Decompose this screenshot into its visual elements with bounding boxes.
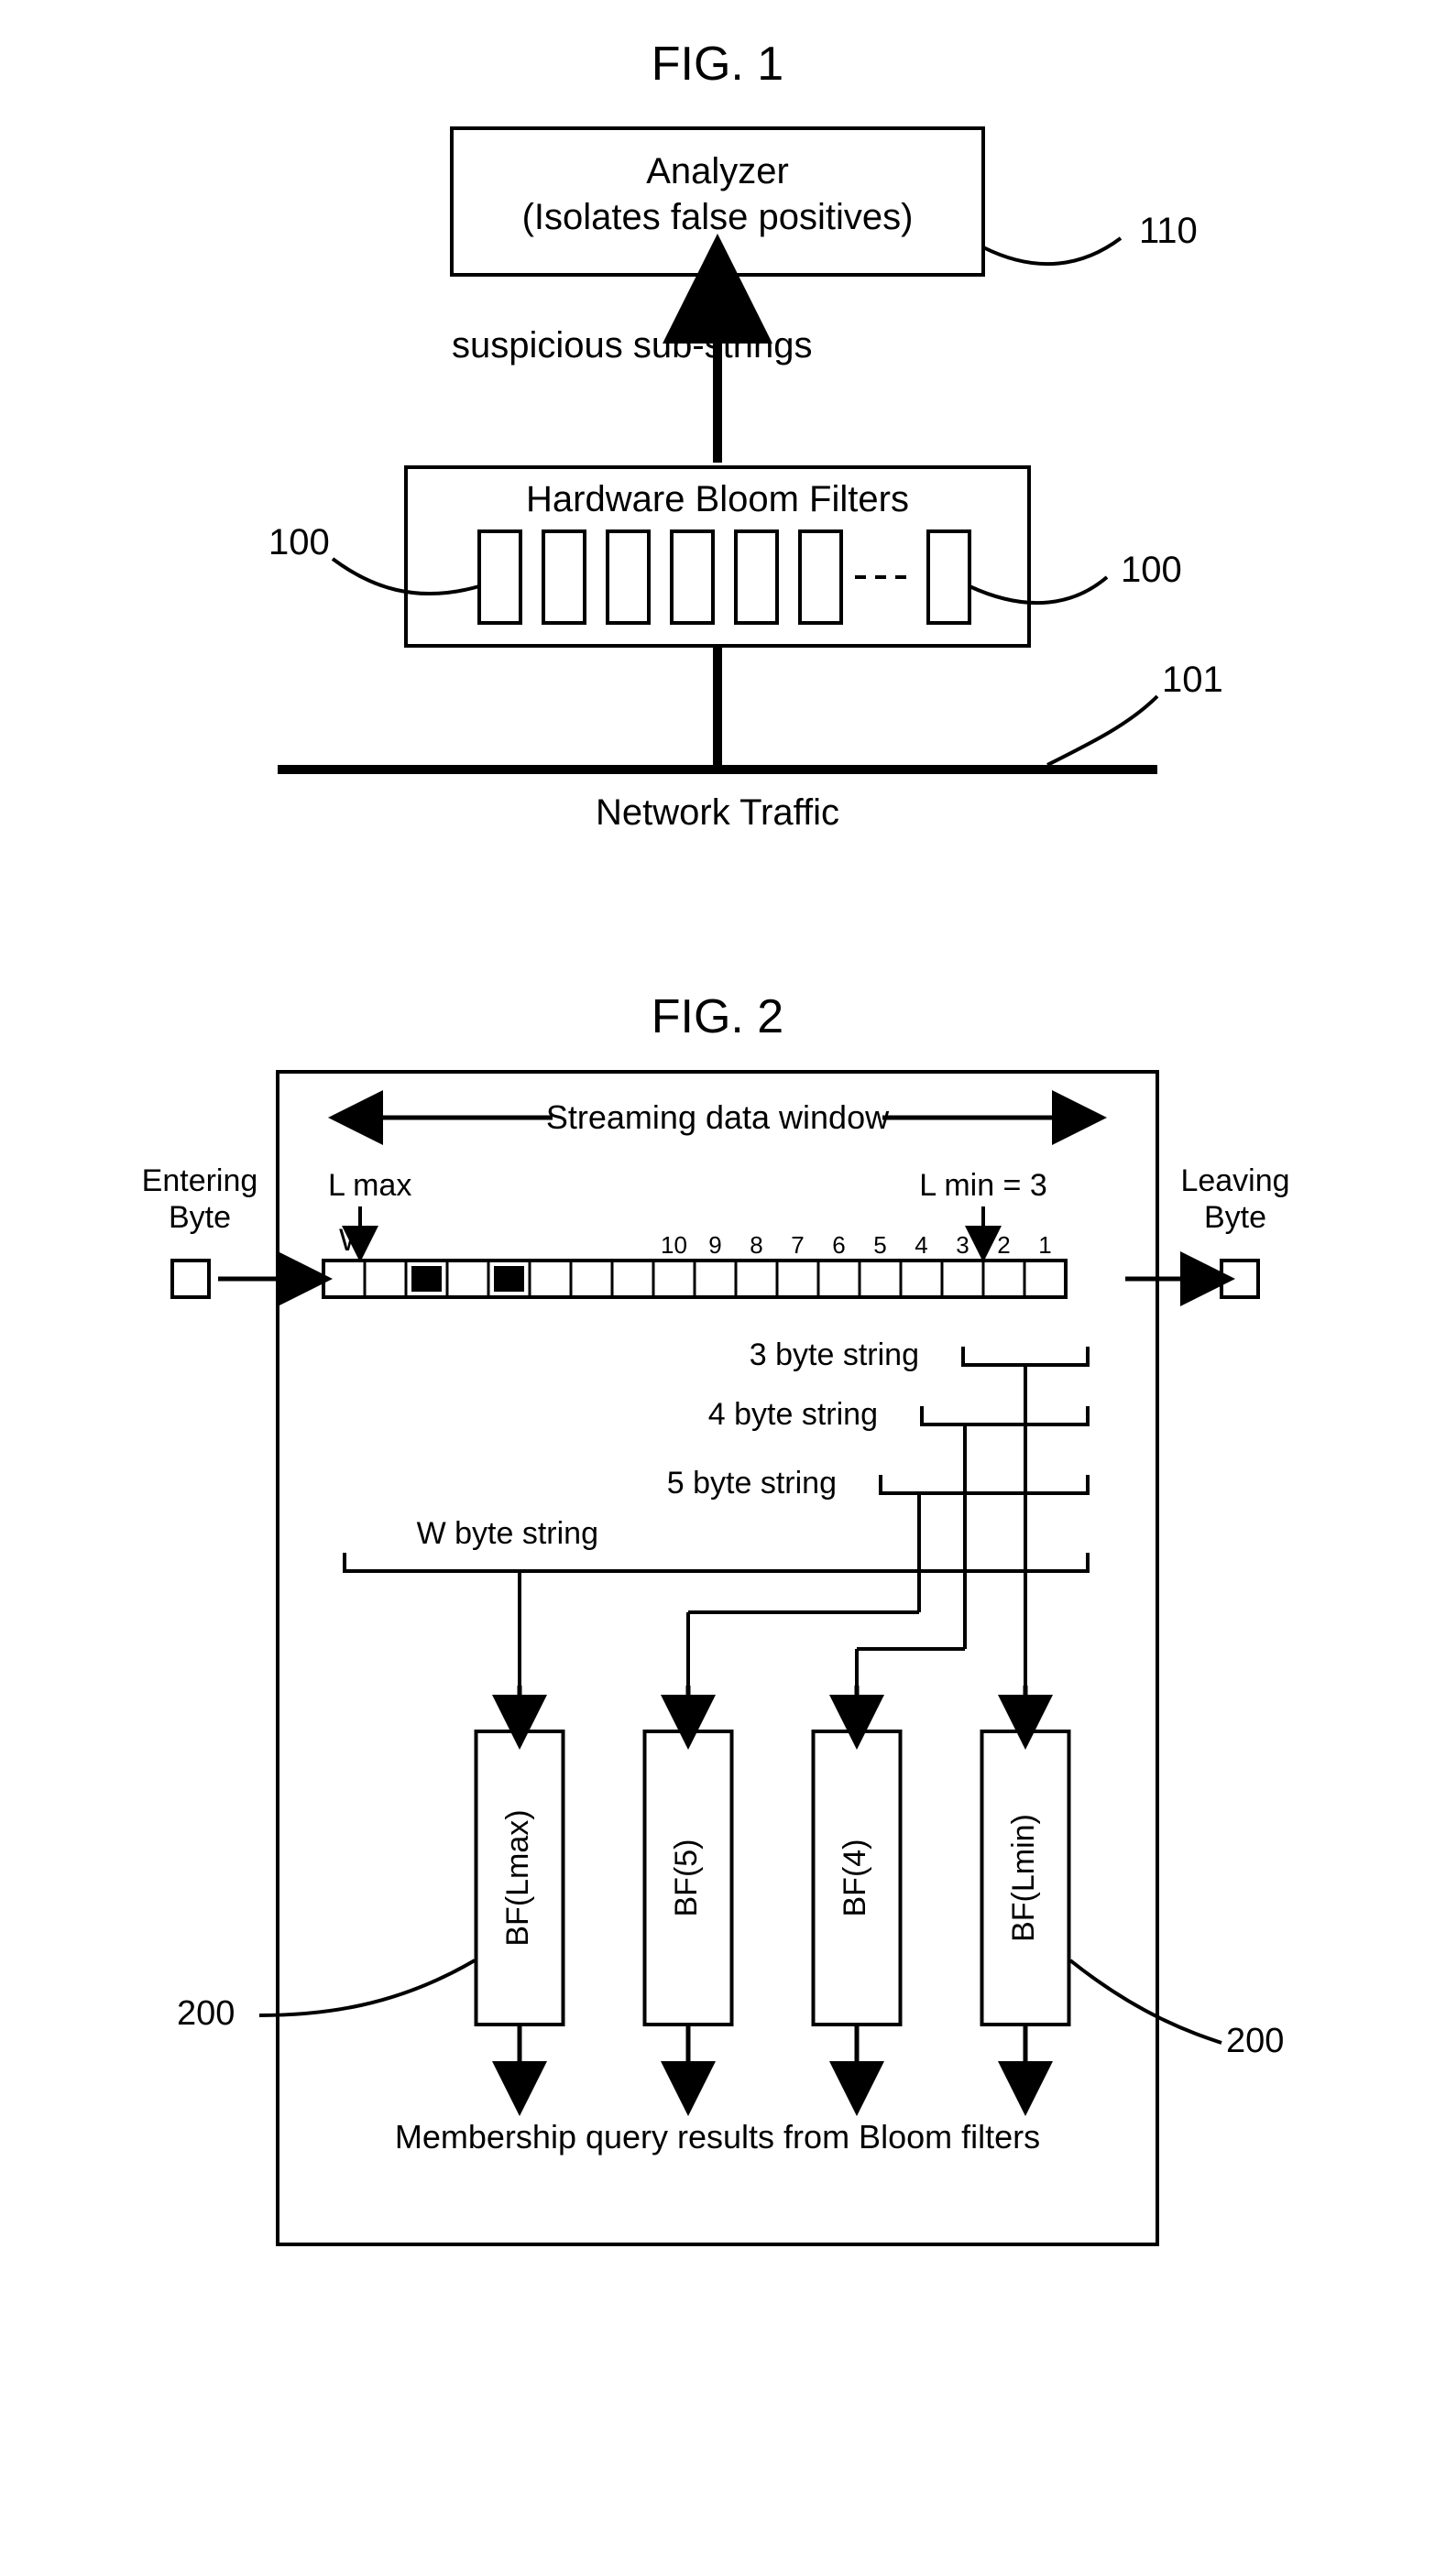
bf-boxes: BF(Lmax) BF(5) BF(4) BF(Lmin): [477, 1731, 1069, 2025]
ref-100-right: 100: [1121, 550, 1182, 590]
ref-100-left: 100: [268, 522, 330, 562]
lmin-label: L min = 3: [919, 1168, 1047, 1203]
sw-bracket: [345, 1553, 1088, 1571]
entering-label-2: Byte: [169, 1200, 231, 1235]
leader-200-left: [259, 1960, 475, 2015]
fig1-diagram: Analyzer (Isolates false positives) 110 …: [214, 92, 1221, 916]
leaving-label-2: Byte: [1204, 1200, 1266, 1235]
bf-label: BF(Lmin): [1006, 1814, 1041, 1942]
bf-label: BF(5): [669, 1839, 704, 1917]
ref-101: 101: [1162, 660, 1221, 700]
leaving-byte-box: [1221, 1261, 1258, 1297]
w-label: W: [339, 1223, 368, 1258]
ref-200-left: 200: [177, 1994, 235, 2033]
bloom-label: Hardware Bloom Filters: [526, 479, 909, 519]
entering-label-1: Entering: [142, 1163, 258, 1198]
fig1-title: FIG. 1: [37, 37, 1398, 92]
svg-text:9: 9: [708, 1231, 721, 1259]
bloom-slots: [479, 531, 969, 623]
svg-text:7: 7: [791, 1231, 804, 1259]
s5-bracket: [881, 1475, 1088, 1493]
svg-text:8: 8: [750, 1231, 762, 1259]
bottom-label: Membership query results from Bloom filt…: [395, 2118, 1040, 2156]
analyzer-line2: (Isolates false positives): [522, 197, 914, 237]
sw-label: W byte string: [417, 1516, 598, 1551]
traffic-label: Network Traffic: [596, 792, 839, 833]
s4-bracket: [922, 1406, 1088, 1424]
svg-text:1: 1: [1038, 1231, 1051, 1259]
leader-101: [1047, 696, 1157, 765]
lmax-label: L max: [328, 1168, 411, 1203]
leader-110: [983, 238, 1121, 264]
leaving-label-1: Leaving: [1180, 1163, 1289, 1198]
s4-label: 4 byte string: [708, 1397, 878, 1432]
arrow-label: suspicious sub-strings: [452, 325, 813, 366]
leader-100-right: [969, 577, 1107, 603]
analyzer-line1: Analyzer: [646, 151, 789, 191]
leader-200-right: [1070, 1960, 1221, 2043]
s3-bracket: [963, 1347, 1088, 1365]
svg-text:2: 2: [997, 1231, 1010, 1259]
bf-label: BF(4): [838, 1839, 872, 1917]
bf-label: BF(Lmax): [500, 1809, 535, 1946]
window-label: Streaming data window: [546, 1098, 890, 1136]
fig2-title: FIG. 2: [37, 989, 1398, 1044]
svg-text:3: 3: [956, 1231, 969, 1259]
byte-strip: 10 9 8 765 4 321: [323, 1231, 1066, 1297]
svg-text:5: 5: [873, 1231, 886, 1259]
svg-text:4: 4: [915, 1231, 927, 1259]
ref-200-right: 200: [1226, 2022, 1284, 2060]
s3-label: 3 byte string: [750, 1337, 919, 1372]
fig2-diagram: Streaming data window Entering Byte Leav…: [122, 1044, 1313, 2281]
entering-byte-box: [172, 1261, 209, 1297]
svg-text:6: 6: [832, 1231, 845, 1259]
ref-110: 110: [1139, 211, 1198, 251]
s5-label: 5 byte string: [667, 1466, 837, 1501]
svg-text:10: 10: [661, 1231, 687, 1259]
